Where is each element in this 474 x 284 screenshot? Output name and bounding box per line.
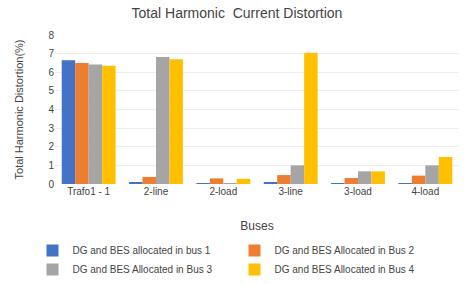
svg-text:Trafo1 - 1: Trafo1 - 1 (67, 186, 110, 197)
svg-text:2: 2 (48, 141, 54, 152)
svg-text:5: 5 (48, 85, 54, 96)
svg-text:Total Harmonic Current Distor: Total Harmonic Current Distortion (132, 5, 343, 21)
svg-text:6: 6 (48, 67, 54, 78)
svg-text:3-load: 3-load (344, 186, 372, 197)
svg-text:8: 8 (48, 30, 54, 41)
svg-text:Total Harmonic Distortion(%): Total Harmonic Distortion(%) (13, 40, 25, 180)
svg-text:2-load: 2-load (209, 186, 237, 197)
svg-text:0: 0 (48, 179, 54, 190)
svg-text:7: 7 (48, 48, 54, 59)
svg-text:DG and BES Allocated in Bus 3: DG and BES Allocated in Bus 3 (73, 264, 213, 275)
svg-text:DG and BES Allocated in Bus 4: DG and BES Allocated in Bus 4 (275, 264, 415, 275)
svg-text:3-line: 3-line (278, 186, 303, 197)
svg-text:Buses: Buses (240, 219, 273, 233)
svg-text:2-line: 2-line (144, 186, 169, 197)
svg-text:DG and BES allocated in bus 1: DG and BES allocated in bus 1 (73, 245, 211, 256)
svg-text:DG and BES Allocated in Bus 2: DG and BES Allocated in Bus 2 (275, 245, 415, 256)
svg-text:1: 1 (48, 160, 54, 171)
svg-text:3: 3 (48, 123, 54, 134)
svg-text:4: 4 (48, 104, 54, 115)
svg-text:4-load: 4-load (411, 186, 439, 197)
